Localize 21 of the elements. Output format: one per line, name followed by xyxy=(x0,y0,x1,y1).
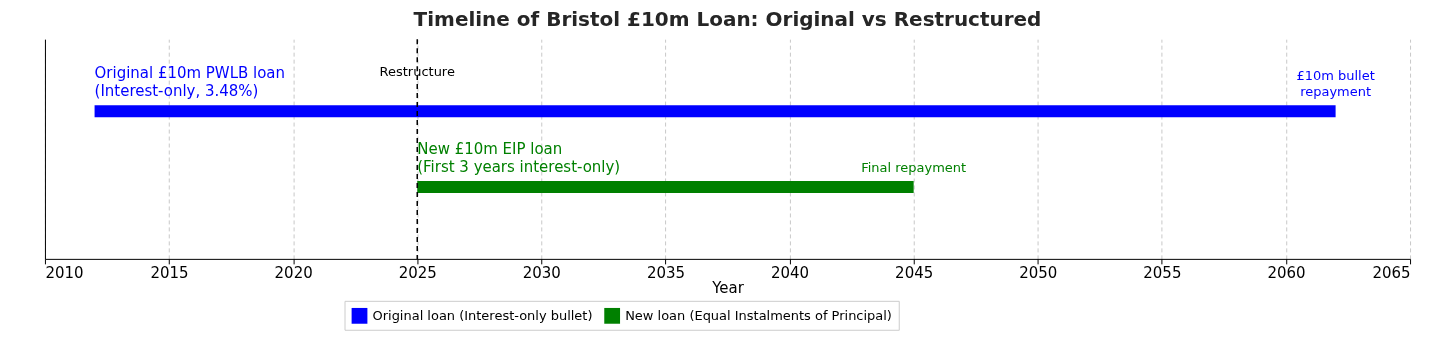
annotation: Final repayment xyxy=(861,159,967,175)
legend-label: New loan (Equal Instalments of Principal) xyxy=(625,307,892,323)
x-tick-label: 2025 xyxy=(398,264,437,283)
annotation: New £10m EIP loan (First 3 years interest-only) xyxy=(417,139,621,176)
annotation: £10m bullet repayment xyxy=(1296,68,1375,100)
x-tick-label: 2015 xyxy=(150,264,189,283)
legend-label: Original loan (Interest-only bullet) xyxy=(372,307,593,323)
x-tick-label: 2055 xyxy=(1143,264,1182,283)
x-tick-label: 2050 xyxy=(1019,264,1058,283)
x-tick-label: 2040 xyxy=(771,264,810,283)
x-tick-label: 2060 xyxy=(1267,264,1306,283)
chart-title: Timeline of Bristol £10m Loan: Original vs Restructured xyxy=(413,7,1042,32)
x-tick-label: 2010 xyxy=(45,264,84,283)
x-tick-label: 2035 xyxy=(646,264,685,283)
ref-line-label: Restructure xyxy=(379,64,455,80)
x-tick-label: 2020 xyxy=(274,264,313,283)
x-tick-label: 2045 xyxy=(895,264,934,283)
annotation: Original £10m PWLB loan (Interest-only, 3.48%) xyxy=(94,64,285,101)
x-tick-label: 2065 xyxy=(1372,264,1411,283)
x-tick-label: 2030 xyxy=(522,264,561,283)
x-axis-title: Year xyxy=(711,279,745,298)
